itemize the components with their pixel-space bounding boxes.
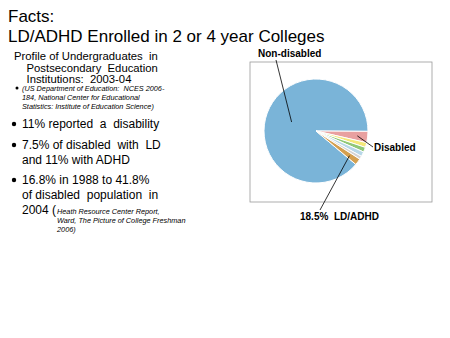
slice-label-line: 18.5% LD/ADHD: [300, 211, 379, 222]
pie-slice: [316, 131, 360, 164]
title-line: LD/ADHD Enrolled in 2 or 4 year Colleges: [8, 27, 325, 46]
citation-line: (US Department of Education: NCES 2006-: [22, 84, 165, 93]
bullet: [16, 87, 19, 90]
leader-line: [276, 60, 292, 122]
slice-label-line: Disabled: [374, 142, 416, 153]
citation-line: Heath Resource Center Report,: [57, 207, 160, 216]
bullet-text-line: 11% reported a disability: [22, 117, 159, 131]
pie-slice: [264, 79, 368, 183]
pie: [264, 79, 368, 183]
title-line: Facts:: [8, 7, 54, 26]
citation-line: Statistics: Institute of Education Scien…: [22, 102, 154, 111]
bullet-text: 11% reported a disability: [22, 117, 159, 131]
title: Facts:LD/ADHD Enrolled in 2 or 4 year Co…: [8, 7, 325, 46]
subtitle-line: Profile of Undergraduates in: [14, 50, 158, 62]
bullet: [12, 178, 16, 182]
bullet: [12, 143, 16, 147]
bullet-text-line: 16.8% in 1988 to 41.8%: [22, 173, 150, 187]
citation: Heath Resource Center Report,Ward, The P…: [56, 207, 185, 234]
bullet-text-line: 7.5% of disabled with LD: [22, 138, 161, 152]
citation-line: 184, National Center for Educational: [22, 93, 140, 102]
slice-label: Disabled: [374, 142, 416, 153]
subtitle-line: Postsecondary Education: [14, 62, 158, 74]
slice-label: 18.5% LD/ADHD: [300, 211, 379, 222]
bullet-text: 7.5% of disabled with LDand 11% with ADH…: [22, 138, 161, 167]
slice-label: Non-disabled: [258, 48, 321, 59]
pie-frame: [250, 62, 432, 202]
chart-svg: Facts:LD/ADHD Enrolled in 2 or 4 year Co…: [0, 0, 450, 338]
slice-label-line: Non-disabled: [258, 48, 321, 59]
subtitle: Profile of Undergraduates in Postseconda…: [14, 50, 158, 85]
bullet-text-line: 2004 (: [22, 203, 56, 217]
bullet-text-line: of disabled population in: [22, 188, 158, 202]
leader-line: [320, 156, 349, 210]
leader-line: [357, 136, 373, 147]
citation: (US Department of Education: NCES 2006-1…: [22, 84, 165, 111]
bullet-text-line: and 11% with ADHD: [22, 153, 130, 167]
citation-line: 2006): [56, 225, 76, 234]
citation-line: Ward, The Picture of College Freshman: [57, 216, 185, 225]
bullet: [12, 122, 16, 126]
